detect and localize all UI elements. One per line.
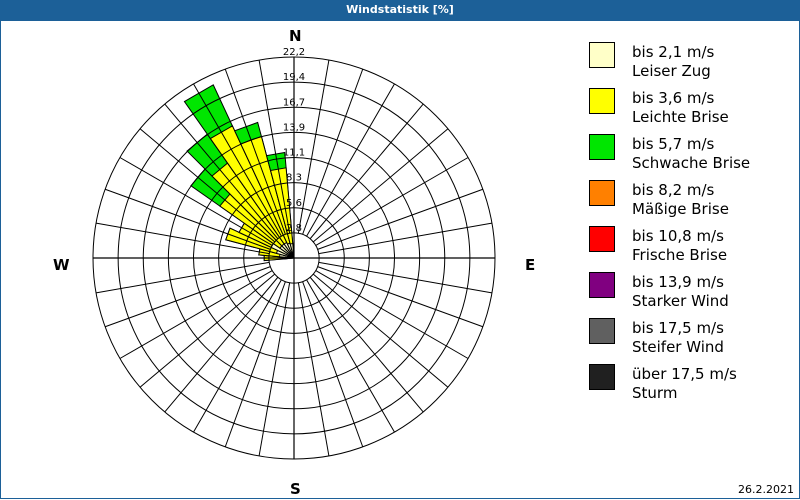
title-bar: Windstatistik [%]: [0, 0, 800, 21]
radial-tick-labels: 2,8 5,6 8,3 11,1 13,9 16,7 19,4 22,2: [283, 47, 305, 234]
legend-label: Starker Wind: [632, 292, 729, 310]
legend-range: bis 13,9 m/s: [632, 273, 724, 291]
legend-range: bis 17,5 m/s: [632, 319, 724, 337]
cardinal-w: W: [53, 256, 70, 274]
cardinal-s: S: [290, 480, 301, 498]
rose-sectors: [183, 84, 295, 262]
legend-label: Schwache Brise: [632, 154, 751, 172]
legend-label: Leichte Brise: [632, 108, 729, 126]
legend-swatch: [589, 226, 615, 252]
legend-range: über 17,5 m/s: [632, 365, 737, 383]
legend-swatch: [589, 180, 615, 206]
svg-text:5,6: 5,6: [286, 198, 302, 209]
chart-title: Windstatistik [%]: [346, 3, 454, 16]
legend-label: Frische Brise: [632, 246, 728, 264]
legend-range: bis 3,6 m/s: [632, 89, 715, 107]
legend-swatch: [589, 134, 615, 160]
cardinal-n: N: [289, 27, 302, 45]
svg-text:19,4: 19,4: [283, 72, 305, 83]
svg-text:11,1: 11,1: [283, 148, 305, 159]
legend-range: bis 2,1 m/s: [632, 43, 715, 61]
date-stamp: 26.2.2021: [738, 483, 794, 496]
svg-text:8,3: 8,3: [286, 173, 302, 184]
legend-swatch: [589, 318, 615, 344]
legend-range: bis 10,8 m/s: [632, 227, 724, 245]
legend-swatch: [589, 88, 615, 114]
svg-text:22,2: 22,2: [283, 47, 305, 58]
legend-label: Leiser Zug: [632, 62, 711, 80]
cardinal-e: E: [525, 256, 536, 274]
rose-grid: [92, 56, 496, 460]
svg-text:16,7: 16,7: [283, 97, 305, 108]
legend-swatch: [589, 364, 615, 390]
legend-label: Mäßige Brise: [632, 200, 729, 218]
legend-label: Steifer Wind: [632, 338, 724, 356]
legend-swatch: [589, 272, 615, 298]
legend-range: bis 8,2 m/s: [632, 181, 715, 199]
legend-swatch: [589, 42, 615, 68]
svg-text:13,9: 13,9: [283, 122, 305, 133]
legend-range: bis 5,7 m/s: [632, 135, 715, 153]
rose-sector: [289, 242, 295, 259]
legend-label: Sturm: [632, 384, 678, 402]
svg-text:2,8: 2,8: [286, 223, 302, 234]
